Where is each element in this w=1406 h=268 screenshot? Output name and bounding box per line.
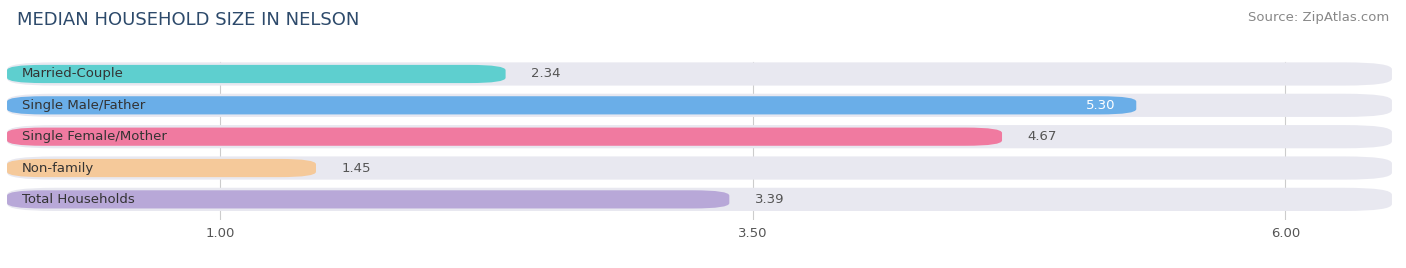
Text: Married-Couple: Married-Couple <box>22 68 124 80</box>
Text: Total Households: Total Households <box>22 193 135 206</box>
FancyBboxPatch shape <box>7 157 1392 180</box>
FancyBboxPatch shape <box>7 94 1392 117</box>
Text: 4.67: 4.67 <box>1028 130 1057 143</box>
FancyBboxPatch shape <box>7 125 1392 148</box>
FancyBboxPatch shape <box>7 128 1002 146</box>
FancyBboxPatch shape <box>7 96 1136 114</box>
FancyBboxPatch shape <box>7 188 1392 211</box>
Text: Source: ZipAtlas.com: Source: ZipAtlas.com <box>1249 11 1389 24</box>
FancyBboxPatch shape <box>7 65 506 83</box>
FancyBboxPatch shape <box>7 190 730 209</box>
Text: 2.34: 2.34 <box>531 68 561 80</box>
Text: MEDIAN HOUSEHOLD SIZE IN NELSON: MEDIAN HOUSEHOLD SIZE IN NELSON <box>17 11 360 29</box>
Text: Single Male/Father: Single Male/Father <box>22 99 145 112</box>
Text: 1.45: 1.45 <box>342 162 371 174</box>
FancyBboxPatch shape <box>7 62 1392 85</box>
FancyBboxPatch shape <box>7 159 316 177</box>
Text: Single Female/Mother: Single Female/Mother <box>22 130 167 143</box>
Text: 3.39: 3.39 <box>755 193 785 206</box>
Text: Non-family: Non-family <box>22 162 94 174</box>
Text: 5.30: 5.30 <box>1085 99 1115 112</box>
